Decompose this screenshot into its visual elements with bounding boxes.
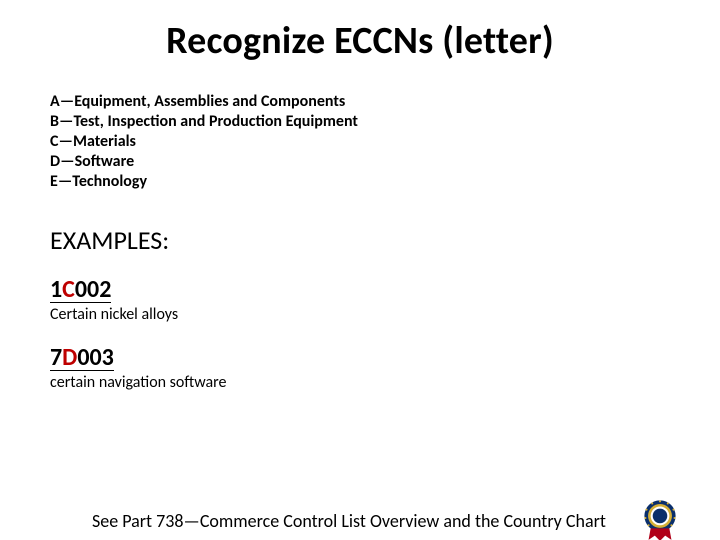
definition-row: C—Materials — [50, 132, 720, 152]
slide-title: Recognize ECCNs (letter) — [0, 18, 720, 64]
def-text: Materials — [73, 132, 136, 151]
definition-row: B—Test, Inspection and Production Equipm… — [50, 112, 720, 132]
definition-row: D—Software — [50, 152, 720, 172]
def-text: Technology — [72, 172, 147, 191]
example-block: 1C002 Certain nickel alloys — [50, 278, 720, 324]
footer-text: See Part 738—Commerce Control List Overv… — [92, 510, 606, 532]
definitions-list: A—Equipment, Assemblies and Components B… — [50, 92, 720, 192]
eccn-letter: C — [62, 275, 75, 304]
example-block: 7D003 certain navigation software — [50, 346, 720, 392]
eccn-prefix: 1 — [50, 275, 62, 304]
def-letter: D — [50, 152, 60, 171]
eccn-description: Certain nickel alloys — [50, 305, 720, 324]
def-letter: B — [50, 112, 59, 131]
eccn-code: 1C002 — [50, 278, 111, 303]
eccn-letter: D — [62, 343, 77, 372]
eccn-description: certain navigation software — [50, 373, 720, 392]
def-letter: A — [50, 92, 60, 111]
eccn-suffix: 003 — [77, 343, 114, 372]
eccn-code: 7D003 — [50, 346, 114, 371]
definition-row: E—Technology — [50, 172, 720, 192]
def-text: Software — [75, 152, 135, 171]
def-letter: E — [50, 172, 58, 191]
def-letter: C — [50, 132, 58, 151]
def-text: Test, Inspection and Production Equipmen… — [73, 112, 357, 131]
examples-heading: EXAMPLES: — [50, 224, 720, 256]
commerce-seal-icon — [634, 492, 686, 540]
eccn-suffix: 002 — [75, 275, 112, 304]
eccn-prefix: 7 — [50, 343, 62, 372]
definition-row: A—Equipment, Assemblies and Components — [50, 92, 720, 112]
def-text: Equipment, Assemblies and Components — [74, 92, 345, 111]
